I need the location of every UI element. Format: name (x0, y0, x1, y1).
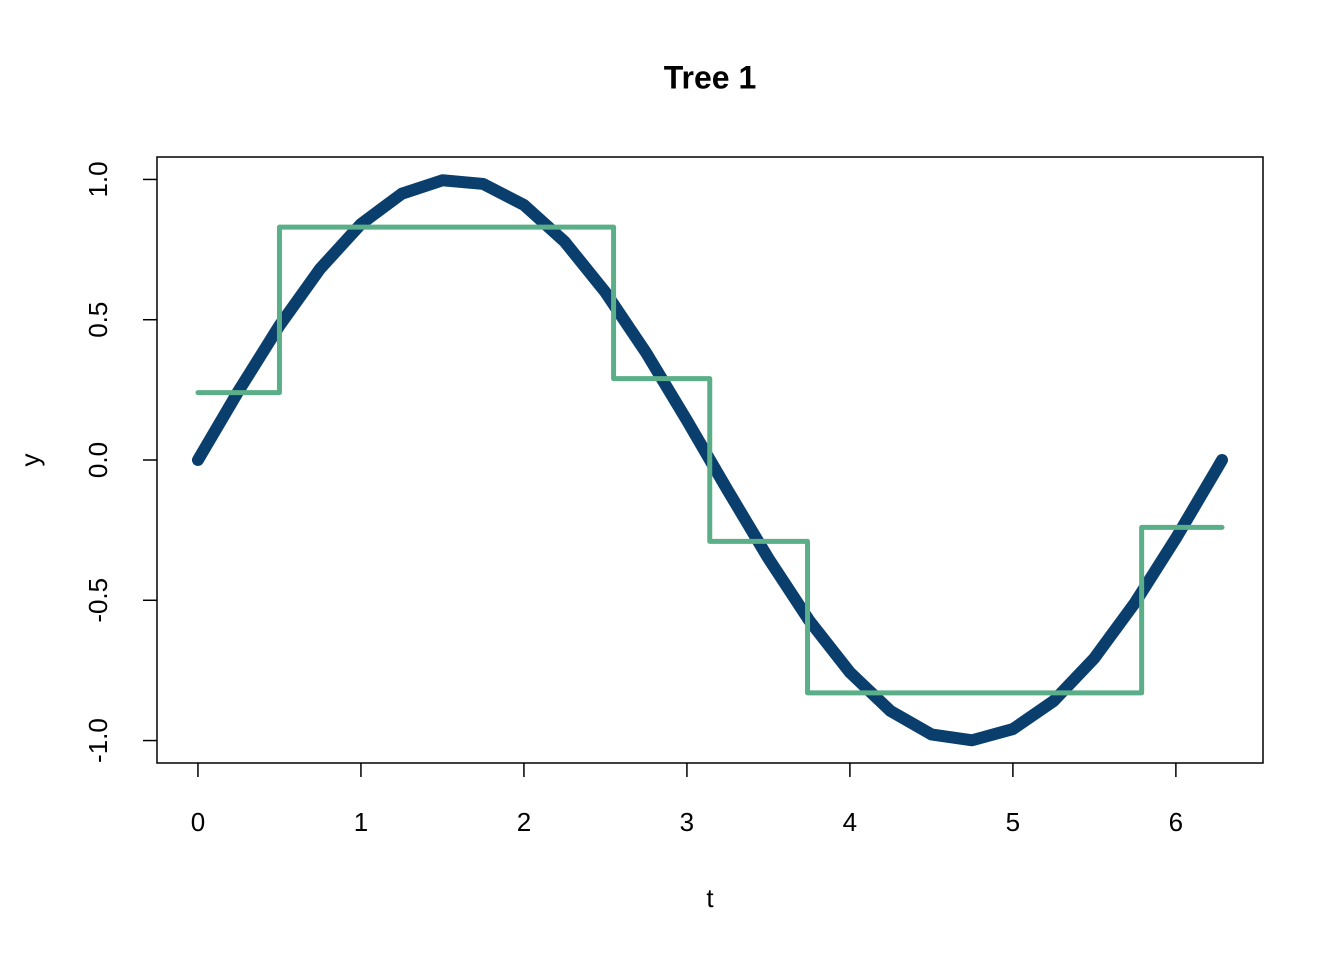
series-line (191, 174, 1229, 747)
x-tick-label: 4 (843, 807, 857, 837)
x-tick-label: 6 (1169, 807, 1183, 837)
chart-title: Tree 1 (664, 59, 757, 95)
y-tick-label: 0.0 (83, 442, 113, 478)
y-tick-label: 1.0 (83, 161, 113, 197)
series-line (195, 224, 1225, 696)
y-axis-label: y (15, 454, 45, 467)
y-tick-label: -0.5 (83, 578, 113, 623)
x-tick-label: 5 (1006, 807, 1020, 837)
x-axis-label: t (706, 883, 714, 913)
x-tick-label: 3 (680, 807, 694, 837)
x-tick-label: 0 (191, 807, 205, 837)
x-tick-label: 2 (517, 807, 531, 837)
x-tick-label: 1 (354, 807, 368, 837)
y-tick-label: 0.5 (83, 302, 113, 338)
y-tick-label: -1.0 (83, 718, 113, 763)
